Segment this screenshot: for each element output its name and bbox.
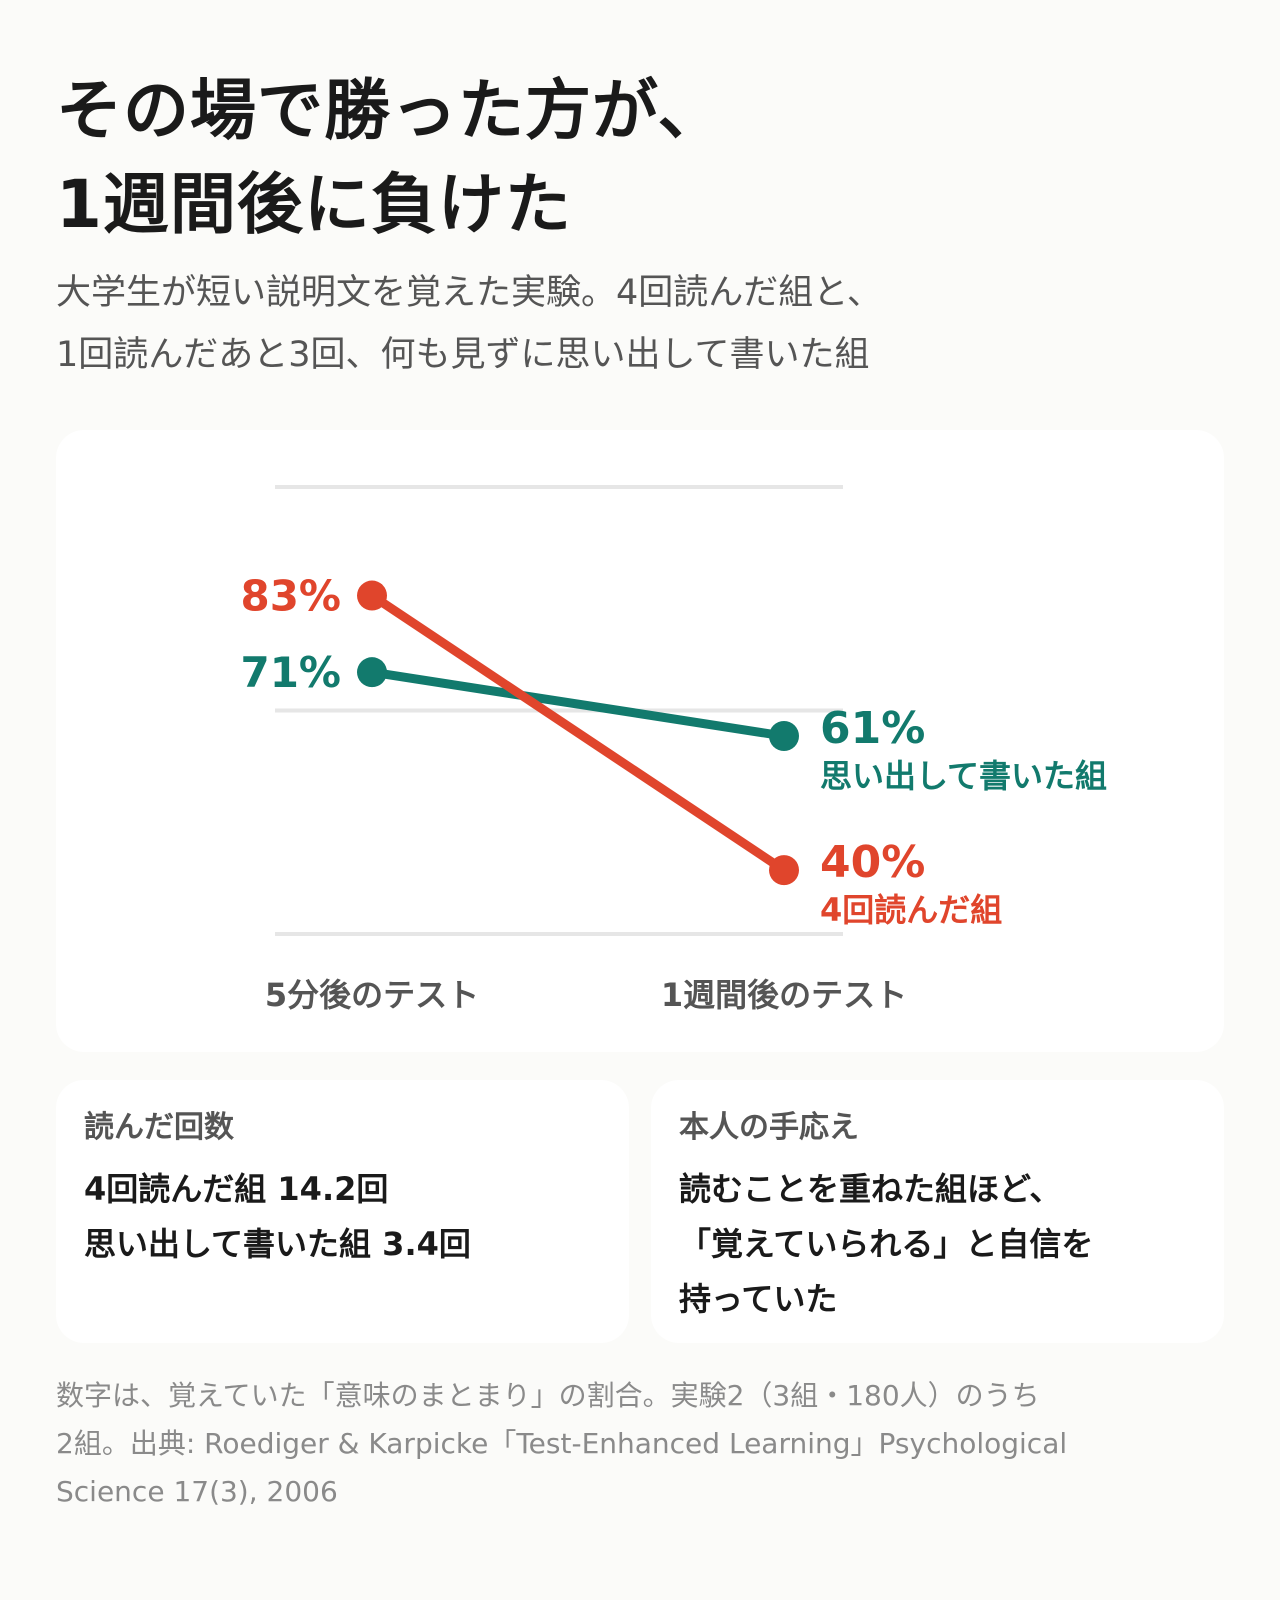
series-0-end-label: 40% [820,837,925,888]
confidence-line-2: 「覚えていられる」と自信を [679,1225,1094,1263]
slope-chart: 5分後のテスト 1週間後のテスト 83% 40%4回読んだ組 71% 61%思い出して書い… [240,485,1107,1014]
series-1-name-label: 思い出して書いた組 [820,757,1107,795]
category-label-0: 5分後のテスト [265,976,479,1014]
confidence-card: 本人の手応え 読むことを重ねた組ほど、 「覚えていられる」と自信を 持っていた [651,1080,1224,1343]
read-count-label: 読んだ回数 [84,1110,234,1145]
series-0-start-label: 83% [240,572,341,621]
footnote-line-1: 数字は、覚えていた「意味のまとまり」の割合。実験2（3組・180人）のうち [56,1379,1040,1412]
series-0-name-label: 4回読んだ組 [820,891,1002,929]
read-count-line-2: 思い出して書いた組 3.4回 [84,1225,471,1263]
title-line-1: その場で勝った方が、 [56,72,725,149]
subtitle-line-2: 1回読んだあと3回、何も見ずに思い出して書いた組 [56,335,870,375]
series-1-point-0 [357,657,387,688]
series-line-0 [367,591,789,875]
series-1-point-1 [769,721,799,752]
chart-card: 5分後のテスト 1週間後のテスト 83% 40% 4回読んだ組 71% 61% 思い出して書い… [56,430,1224,1052]
footnote: 数字は、覚えていた「意味のまとまり」の割合。実験2（3組・180人）のうち 2組… [56,1372,1226,1516]
title-line-2: 1週間後に負けた [56,166,572,243]
series-0-point-0 [357,580,387,611]
read-count-card: 読んだ回数 4回読んだ組 14.2回 思い出して書いた組 3.4回 [56,1080,629,1343]
subtitle-line-1: 大学生が短い説明文を覚えた実験。4回読んだ組と、 [56,273,882,313]
category-label-1: 1週間後のテスト [661,976,907,1014]
confidence-label: 本人の手応え [679,1110,859,1145]
footnote-line-2: 2組。出典: Roediger & Karpicke「Test-Enhanced… [56,1427,1068,1460]
read-count-line-1: 4回読んだ組 14.2回 [84,1170,389,1208]
series-line-1 [367,667,789,741]
series-0-point-1 [769,855,799,886]
page-title: その場で勝った方が、 1週間後に負けた [56,64,1216,252]
page-subtitle: 大学生が短い説明文を覚えた実験。4回読んだ組と、 1回読んだあと3回、何も見ずに… [56,262,1216,386]
series-1-end-label: 61% [820,703,925,754]
series-1-start-label: 71% [240,648,341,697]
footnote-line-3: Science 17(3), 2006 [56,1475,338,1508]
confidence-line-1: 読むことを重ねた組ほど、 [679,1170,1062,1208]
confidence-line-3: 持っていた [679,1280,838,1318]
